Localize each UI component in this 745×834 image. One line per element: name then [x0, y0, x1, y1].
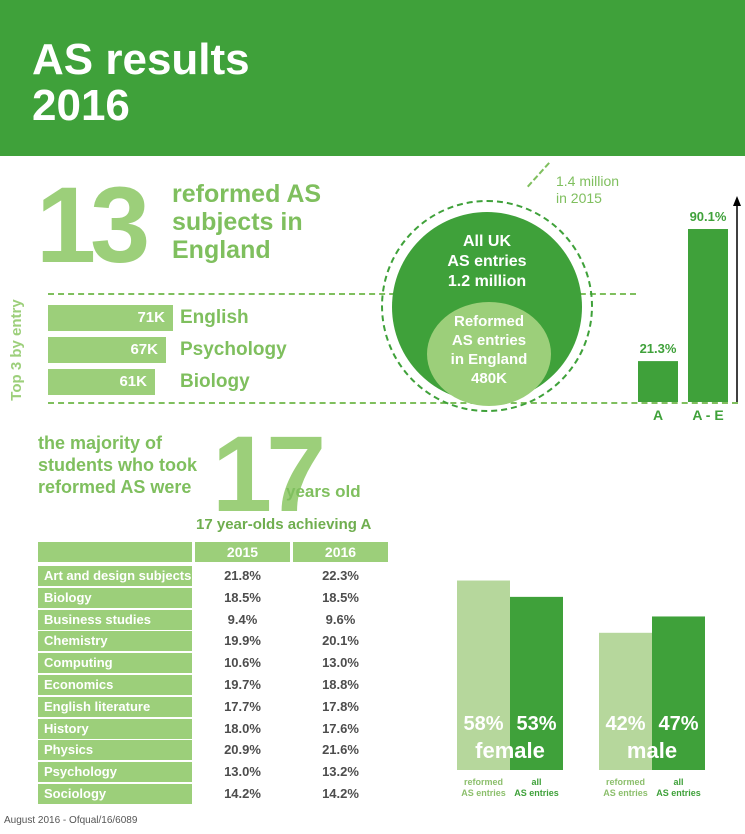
table-cell-2016: 18.8% — [322, 677, 359, 692]
table-row: Economics 19.7% 18.8% — [38, 675, 388, 697]
table-row: Art and design subjects 21.8% 22.3% — [38, 566, 388, 588]
table-cell-2015: 13.0% — [224, 764, 261, 780]
gender-bar-male-all — [652, 616, 705, 770]
gender-bar-female-reformed — [457, 580, 510, 770]
table-cell-2015: 19.9% — [224, 633, 261, 649]
gender-legend-line2: AS entries — [461, 788, 506, 798]
top3-bar-psychology: 67K — [48, 337, 166, 363]
results-table: 2015 2016 Art and design subjects 21.8% 22… — [38, 542, 388, 806]
table-cell-2016: 21.6% — [322, 742, 359, 758]
table-cell-2016: 20.1% — [322, 633, 359, 649]
gender-category-label: male — [627, 738, 677, 763]
table-row: Psychology 13.0% 13.2% — [38, 762, 388, 784]
table-header-2015: 2015 — [195, 542, 290, 562]
gender-legend-line1: reformed — [606, 777, 645, 787]
table-cell-2015: 19.7% — [224, 677, 261, 692]
table-cell-subject: Biology — [38, 587, 192, 608]
page-title: AS results — [32, 35, 250, 84]
table-cell-subject: Psychology — [38, 762, 192, 783]
table-cell-subject: Computing — [38, 653, 192, 674]
table-cell-2016: 13.2% — [322, 764, 359, 780]
entries-2015-dashed-circle — [381, 200, 593, 412]
top3-subject-biology: Biology — [180, 371, 250, 392]
table-row: History 18.0% 17.6% — [38, 718, 388, 741]
grade-axis-arrow-head — [733, 196, 741, 206]
top3-subject-english: English — [180, 307, 249, 328]
gender-legend-line2: AS entries — [514, 788, 559, 798]
table-cell-2016: 18.5% — [322, 589, 359, 605]
page-title-year: 2016 — [32, 81, 130, 130]
table-cell-2016: 9.6% — [325, 611, 356, 627]
reformed-subject-caption: reformed AS subjects in England — [172, 180, 322, 264]
age-number: 17 — [212, 413, 326, 534]
table-cell-subject: Art and design subjects — [38, 566, 192, 586]
gender-value-label: 53% — [516, 713, 556, 735]
table-cell-subject: Physics — [38, 740, 192, 761]
gender-legend-line2: AS entries — [603, 788, 648, 798]
gender-legend-line2: AS entries — [656, 788, 701, 798]
top3-bar-english: 71K — [48, 305, 173, 331]
table-row: Biology 18.5% 18.5% — [38, 587, 388, 610]
gender-value-label: 58% — [463, 713, 503, 735]
table-row: Computing 10.6% 13.0% — [38, 653, 388, 675]
table-row: Business studies 9.4% 9.6% — [38, 609, 388, 632]
grade-value-label: 90.1% — [690, 209, 727, 224]
table-cell-subject: English literature — [38, 696, 192, 717]
table-cell-2015: 9.4% — [227, 611, 258, 627]
table-cell-subject: History — [38, 718, 192, 739]
grade-bar-a-e — [688, 229, 728, 402]
guide-line-top — [48, 293, 636, 295]
table-cell-2016: 17.8% — [322, 698, 359, 714]
gender-legend-line1: all — [531, 777, 541, 787]
table-cell-2015: 18.0% — [224, 720, 261, 736]
top3-subject-psychology: Psychology — [180, 339, 287, 360]
gender-legend-line1: all — [673, 777, 683, 787]
table-cell-2015: 14.2% — [224, 786, 261, 801]
grade-value-label: 21.3% — [640, 341, 677, 356]
table-row: Sociology 14.2% 14.2% — [38, 784, 388, 806]
grade-category-label: A - E — [692, 407, 723, 423]
table-cell-2015: 10.6% — [224, 655, 261, 671]
table-header-2016: 2016 — [293, 542, 388, 562]
gender-category-label: female — [475, 738, 545, 763]
table-title: 17 year-olds achieving A — [196, 516, 372, 533]
grade-category-label: A — [653, 407, 663, 423]
age-suffix: years old — [286, 482, 361, 501]
table-cell-subject: Business studies — [38, 609, 192, 630]
table-cell-subject: Economics — [38, 675, 192, 695]
table-cell-2016: 13.0% — [322, 655, 359, 671]
table-cell-subject: Chemistry — [38, 631, 192, 652]
gender-bar-female-all — [510, 596, 563, 770]
header-banner — [0, 0, 745, 156]
table-cell-2015: 18.5% — [224, 589, 261, 605]
uk-entries-label: All UK AS entries 1.2 million — [447, 233, 527, 290]
entries-2015-callout: 1.4 million in 2015 — [556, 173, 620, 206]
table-cell-2015: 17.7% — [224, 698, 261, 714]
majority-caption: the majority of students who took reform… — [38, 433, 197, 497]
gender-legend-line1: reformed — [464, 777, 503, 787]
reformed-subject-count: 13 — [36, 164, 150, 285]
table-cell-2016: 17.6% — [322, 720, 359, 736]
gender-bar-male-reformed — [599, 632, 652, 770]
table-cell-2015: 20.9% — [224, 742, 261, 758]
table-cell-subject: Sociology — [38, 784, 192, 804]
guide-line-bottom — [48, 402, 738, 404]
callout-line — [527, 162, 550, 188]
top3-bar-biology: 61K — [48, 369, 155, 395]
table-row: English literature 17.7% 17.8% — [38, 696, 388, 719]
reformed-entries-circle — [427, 302, 551, 406]
table-cell-2016: 22.3% — [322, 568, 359, 583]
table-cell-2015: 21.8% — [224, 568, 261, 583]
footer-source: August 2016 - Ofqual/16/6089 — [4, 815, 138, 826]
table-header-blank — [38, 542, 192, 562]
grade-bar-a — [638, 361, 678, 402]
gender-value-label: 47% — [658, 713, 698, 735]
table-cell-2016: 14.2% — [322, 786, 359, 801]
table-row: Physics 20.9% 21.6% — [38, 740, 388, 762]
reformed-entries-label: Reformed AS entries in England 480K — [450, 313, 528, 387]
grade-bar-chart: 21.3% A 90.1% A - E — [638, 196, 741, 423]
table-row: Chemistry 19.9% 20.1% — [38, 631, 388, 653]
gender-value-label: 42% — [605, 713, 645, 735]
